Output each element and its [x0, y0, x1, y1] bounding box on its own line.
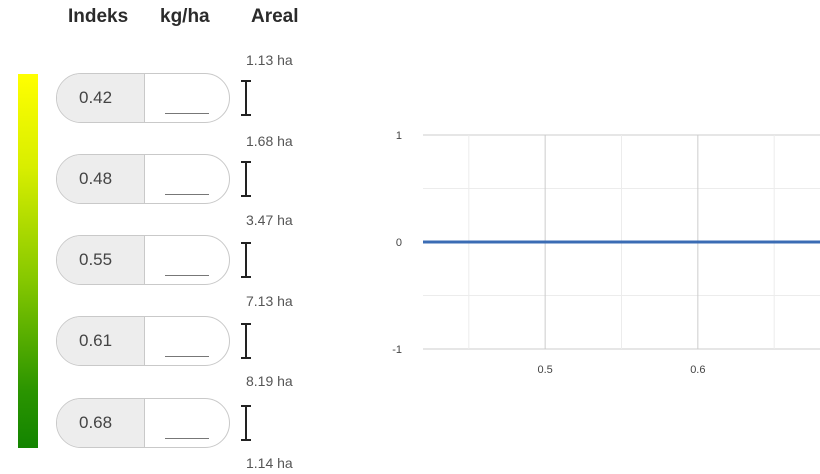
rate-input[interactable]	[165, 96, 209, 114]
area-label: 8.19 ha	[246, 373, 293, 389]
resize-handle-icon[interactable]	[239, 321, 253, 361]
rate-input[interactable]	[165, 421, 209, 439]
index-value: 0.42	[57, 74, 145, 122]
area-label: 1.13 ha	[246, 52, 293, 68]
area-label: 7.13 ha	[246, 293, 293, 309]
rate-input[interactable]	[165, 339, 209, 357]
index-color-scale	[18, 74, 38, 448]
index-value: 0.48	[57, 155, 145, 203]
zone-row: 0.48	[56, 154, 230, 204]
index-value: 0.68	[57, 399, 145, 447]
area-label: 1.14 ha	[246, 455, 293, 471]
y-tick-label: 0	[396, 237, 402, 249]
resize-handle-icon[interactable]	[239, 159, 253, 199]
resize-handle-icon[interactable]	[239, 78, 253, 118]
zone-row: 0.61	[56, 316, 230, 366]
y-tick-label: 1	[396, 130, 402, 142]
area-label: 1.68 ha	[246, 133, 293, 149]
zone-row: 0.68	[56, 398, 230, 448]
x-tick-label: 0.5	[538, 364, 553, 376]
area-label: 3.47 ha	[246, 212, 293, 228]
x-tick-label: 0.6	[690, 364, 705, 376]
resize-handle-icon[interactable]	[239, 240, 253, 280]
zone-row: 0.55	[56, 235, 230, 285]
index-value: 0.61	[57, 317, 145, 365]
y-tick-label: -1	[392, 344, 402, 356]
index-column-header: Indeks	[68, 6, 129, 27]
rate-input[interactable]	[165, 258, 209, 276]
index-value: 0.55	[57, 236, 145, 284]
zone-row: 0.42	[56, 73, 230, 123]
rate-column-header: kg/ha	[160, 6, 210, 27]
rate-input[interactable]	[165, 177, 209, 195]
resize-handle-icon[interactable]	[239, 403, 253, 443]
area-column-header: Areal	[251, 6, 299, 27]
index-line-chart: 1 0 -1 0.5 0.6	[392, 130, 820, 376]
